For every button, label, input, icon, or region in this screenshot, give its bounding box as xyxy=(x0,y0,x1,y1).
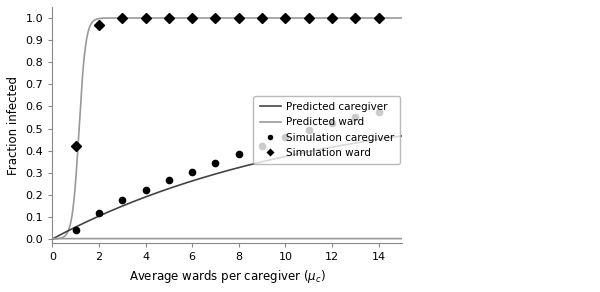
Legend: Predicted caregiver, Predicted ward, Simulation caregiver, Simulation ward: Predicted caregiver, Predicted ward, Sim… xyxy=(253,96,400,164)
Y-axis label: Fraction infected: Fraction infected xyxy=(7,76,20,175)
X-axis label: Average wards per caregiver ($\mu_c$): Average wards per caregiver ($\mu_c$) xyxy=(129,268,325,285)
